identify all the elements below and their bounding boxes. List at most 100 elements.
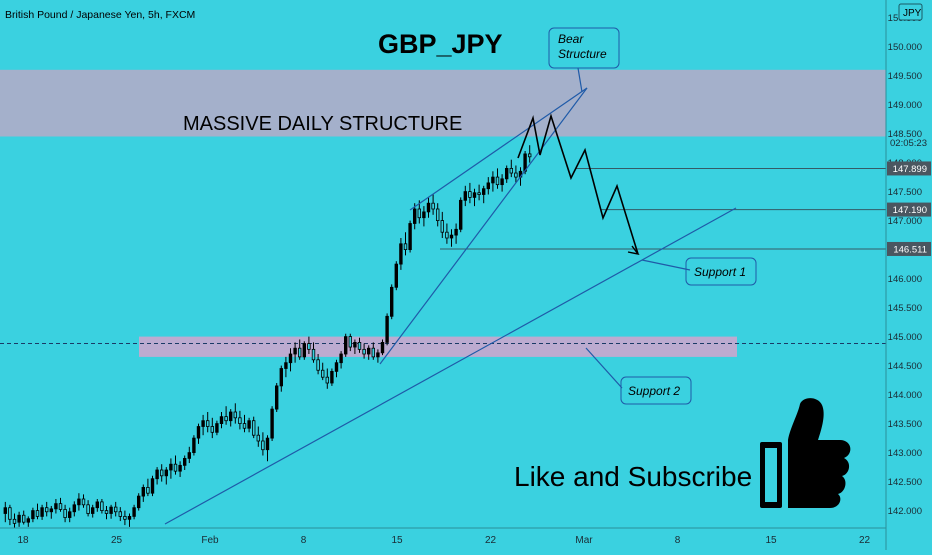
candle — [504, 165, 509, 183]
price-axis[interactable]: 150.500150.000149.500149.000148.500148.0… — [887, 13, 931, 517]
candle-body — [35, 510, 40, 517]
candle — [528, 145, 532, 163]
price-tick-label: 148.500 — [888, 129, 922, 140]
candle — [205, 412, 210, 433]
candle-body — [472, 192, 477, 198]
candle-body — [68, 511, 72, 518]
candle — [270, 406, 274, 441]
wedge-lower-line — [379, 87, 588, 365]
candle-body — [288, 353, 293, 364]
candle — [463, 185, 467, 207]
time-tick-label: 22 — [859, 535, 871, 546]
candle — [187, 446, 191, 464]
candle — [247, 417, 251, 433]
candle — [449, 229, 454, 247]
candle — [164, 467, 168, 485]
candle-body — [477, 192, 481, 195]
price-tick-label: 149.000 — [888, 100, 922, 111]
candle-body — [463, 191, 467, 201]
candle-body — [426, 202, 431, 213]
wedge-upper-line — [409, 87, 588, 211]
candle — [141, 484, 145, 502]
candle — [435, 203, 440, 227]
candle-body — [21, 514, 26, 523]
candle-body — [164, 469, 168, 477]
candle — [173, 455, 178, 475]
candle-body — [26, 518, 30, 523]
candle-body — [150, 478, 155, 494]
candle-body — [169, 463, 173, 471]
candle — [86, 500, 90, 517]
candle — [8, 504, 12, 526]
candle-body — [274, 385, 279, 410]
candle — [72, 501, 76, 517]
bear-structure-label-2: Structure — [558, 47, 607, 61]
candle — [403, 232, 408, 256]
candle — [389, 284, 394, 320]
thumbs-up-icon — [760, 398, 851, 508]
candle — [224, 406, 228, 425]
candle — [146, 478, 150, 497]
major-uptrend-line — [164, 207, 737, 525]
candle — [293, 342, 297, 363]
candle-body — [3, 507, 7, 514]
candle — [136, 493, 141, 511]
candle-body — [399, 243, 403, 265]
bear-structure-callout: Bear Structure — [548, 27, 620, 69]
support1-leader — [641, 259, 691, 271]
candle — [357, 337, 362, 353]
candle-body — [385, 315, 389, 343]
candle-body — [118, 511, 122, 517]
candle-body — [233, 411, 237, 419]
candle — [353, 339, 357, 354]
candle — [408, 220, 412, 253]
support-1-callout: Support 1 — [685, 257, 757, 286]
candle-body — [293, 347, 297, 355]
price-tick-label: 145.500 — [888, 303, 922, 314]
candle-body — [205, 420, 210, 427]
candle-body — [302, 343, 306, 358]
candle — [26, 516, 30, 527]
svg-text:146.511: 146.511 — [893, 244, 927, 255]
candle — [159, 464, 164, 482]
candle — [316, 354, 320, 375]
candle — [509, 159, 513, 178]
candle-body — [219, 416, 224, 425]
candle-body — [509, 167, 513, 174]
candle-body — [389, 286, 394, 317]
time-tick-label: 22 — [485, 535, 497, 546]
candle — [343, 333, 348, 357]
candle-body — [17, 514, 21, 523]
candle-body — [261, 440, 265, 451]
candle-body — [486, 182, 490, 190]
candle-body — [256, 434, 260, 442]
chart-title: GBP_JPY — [378, 29, 503, 59]
time-tick-label: 8 — [301, 535, 307, 546]
candle-body — [210, 426, 214, 433]
candle-body — [155, 469, 159, 480]
price-tick-label: 143.000 — [888, 448, 922, 459]
candle-body — [178, 464, 182, 472]
currency-badge[interactable]: JPY — [898, 3, 923, 21]
candle — [486, 177, 490, 195]
candle — [251, 416, 256, 439]
candle — [123, 510, 127, 526]
support-2-label: Support 2 — [628, 384, 680, 398]
candle-body — [159, 469, 164, 477]
candle — [320, 362, 325, 381]
candle — [49, 505, 53, 519]
candle-body — [270, 408, 274, 439]
time-axis[interactable]: 18 25 Feb 8 15 22 Mar 8 15 22 — [17, 535, 870, 546]
candle-body — [422, 211, 426, 219]
candle — [81, 494, 86, 508]
candle-body — [408, 223, 412, 251]
candle-body — [348, 336, 352, 348]
candle-body — [394, 263, 398, 288]
candle-body — [201, 420, 205, 427]
candle — [445, 223, 449, 244]
candle-body — [458, 199, 463, 230]
candle-body — [417, 208, 421, 219]
candle-body — [316, 359, 320, 371]
